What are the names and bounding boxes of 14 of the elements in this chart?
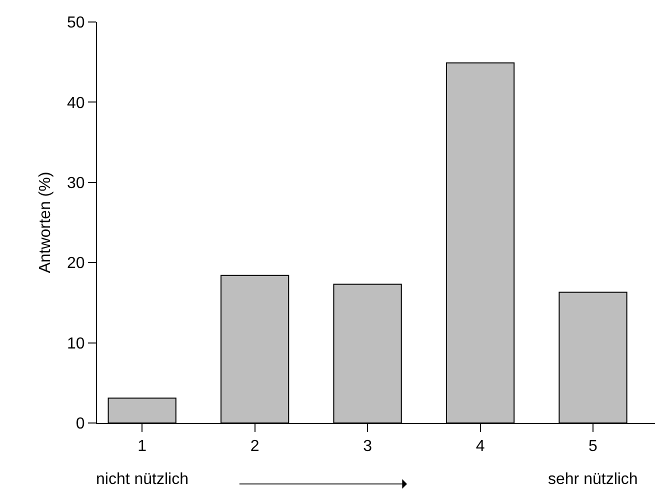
x-tick-label: 1 [138, 438, 147, 456]
y-tick-label: 50 [67, 14, 85, 32]
y-tick-label: 0 [76, 416, 85, 433]
y-tick-label: 30 [67, 175, 85, 192]
x-tick-label: 5 [588, 438, 598, 456]
x-tick-label: 2 [250, 438, 260, 456]
x-tick-label: 4 [476, 438, 485, 456]
y-tick-label: 20 [67, 255, 85, 272]
y-tick-label: 40 [67, 94, 85, 112]
y-tick-label: 10 [67, 335, 85, 352]
text: sehr nützlich [548, 471, 638, 488]
text: nicht nützlich [96, 471, 188, 488]
y-axis-title: Antworten (%) [36, 172, 54, 274]
x-tick-label: 3 [363, 438, 372, 456]
